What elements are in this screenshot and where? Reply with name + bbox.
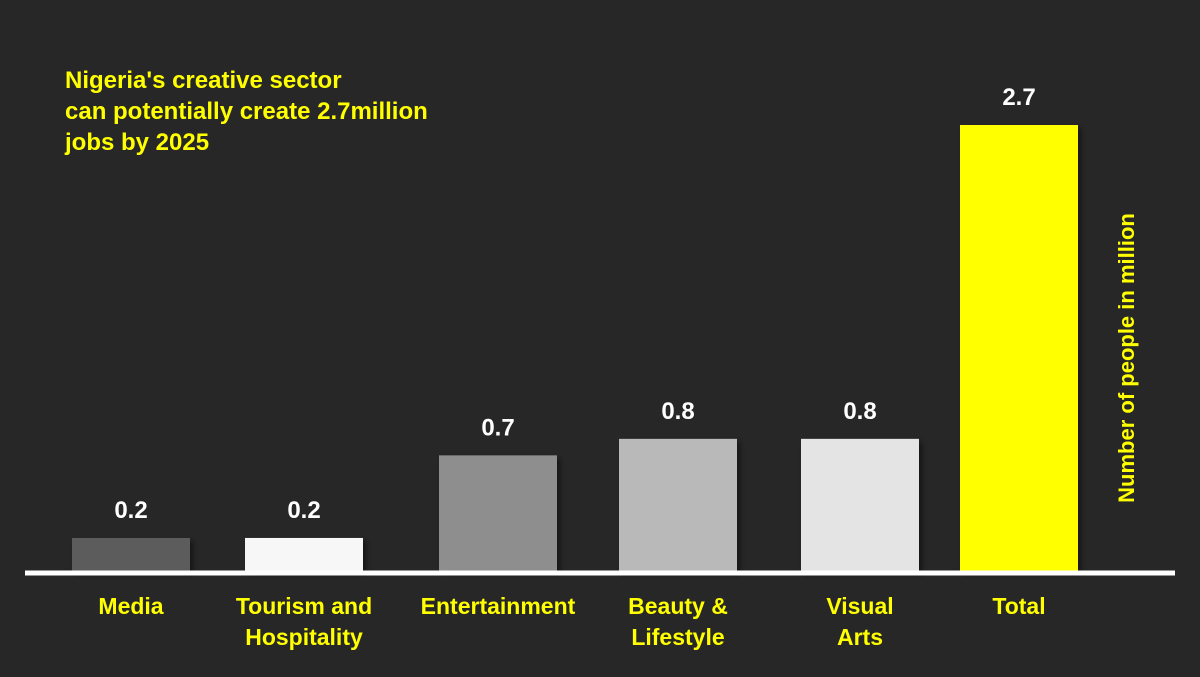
category-label: Lifestyle	[631, 624, 724, 650]
category-label: Tourism and	[236, 593, 372, 619]
category-label: Total	[992, 593, 1045, 619]
chart-title-line: jobs by 2025	[64, 129, 209, 156]
bar	[72, 537, 190, 571]
category-label: Arts	[837, 624, 883, 650]
chart-title-line: can potentially create 2.7million	[65, 98, 428, 125]
category-label: Hospitality	[245, 624, 363, 650]
bars	[72, 125, 1078, 571]
bar	[801, 438, 919, 571]
bar	[439, 455, 557, 571]
bar-value-label: 0.7	[481, 414, 514, 441]
bar-value-label: 2.7	[1002, 84, 1035, 111]
category-label: Entertainment	[421, 593, 576, 619]
category-label: Media	[98, 593, 163, 619]
category-label: Beauty &	[628, 593, 728, 619]
bar-value-label: 0.2	[287, 497, 320, 524]
bar	[245, 537, 363, 571]
bar-value-label: 0.8	[843, 398, 876, 425]
y-axis-label: Number of people in million	[1114, 213, 1139, 503]
bar-value-label: 0.8	[661, 398, 694, 425]
bar-value-label: 0.2	[114, 497, 147, 524]
chart-title-line: Nigeria's creative sector	[65, 67, 342, 94]
bar	[960, 125, 1078, 571]
bar	[619, 438, 737, 571]
category-label: Visual	[826, 593, 893, 619]
value-labels: 0.2 0.2 0.7 0.8 0.8 2.7	[114, 84, 1035, 524]
category-labels: Media Tourism and Hospitality Entertainment…	[98, 593, 1045, 650]
chart-title: Nigeria's creative sector can potentially…	[64, 67, 428, 156]
